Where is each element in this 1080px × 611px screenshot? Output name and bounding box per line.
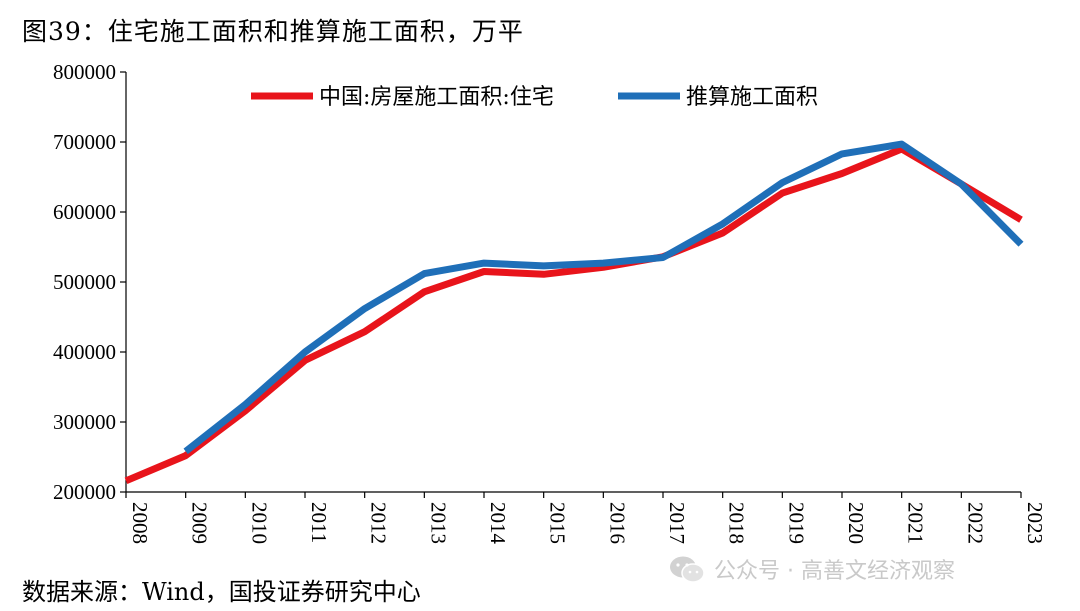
y-tick-label: 300000 (53, 410, 116, 434)
y-tick-label: 500000 (53, 270, 116, 294)
watermark-text: 公众号 · 高善文经济观察 (714, 559, 955, 584)
y-tick-label: 600000 (53, 200, 116, 224)
data-source-note: 数据来源：Wind，国投证券研究中心 (22, 578, 421, 606)
x-tick-label: 2008 (128, 502, 152, 544)
y-tick-label: 200000 (53, 480, 116, 504)
chart-title: 图39：住宅施工面积和推算施工面积，万平 (22, 17, 524, 46)
x-tick-label: 2010 (247, 502, 271, 544)
x-tick-label: 2017 (665, 502, 689, 544)
x-tick-label: 2014 (486, 502, 510, 545)
y-tick-label: 800000 (53, 60, 116, 84)
legend: 中国:房屋施工面积:住宅 推算施工面积 (251, 85, 818, 110)
x-tick-label: 2023 (1023, 502, 1047, 544)
watermark: 公众号 · 高善文经济观察 (668, 553, 955, 585)
x-tick-label: 2020 (844, 502, 868, 544)
x-tick-label: 2011 (307, 502, 331, 543)
axes: 200000 300000 400000 500000 600000 700000 8000… (53, 60, 1047, 545)
x-tick-label: 2022 (963, 502, 987, 544)
x-tick-label: 2016 (605, 502, 629, 544)
series-line-2 (183, 140, 1024, 455)
series-layer (124, 140, 1024, 485)
x-tick-label: 2009 (188, 502, 212, 544)
x-tick-label: 2012 (367, 502, 391, 544)
series-line-1 (124, 145, 1023, 485)
y-tick-label: 400000 (53, 340, 116, 364)
x-tick-label: 2018 (725, 502, 749, 544)
legend-label-2: 推算施工面积 (686, 85, 818, 110)
wechat-icon (670, 556, 705, 583)
y-tick-label: 700000 (53, 130, 116, 154)
x-tick-label: 2019 (784, 502, 808, 544)
legend-label-1: 中国:房屋施工面积:住宅 (319, 85, 554, 110)
x-tick-label: 2021 (904, 502, 928, 544)
x-tick-label: 2015 (546, 502, 570, 544)
x-tick-label: 2013 (426, 502, 450, 544)
